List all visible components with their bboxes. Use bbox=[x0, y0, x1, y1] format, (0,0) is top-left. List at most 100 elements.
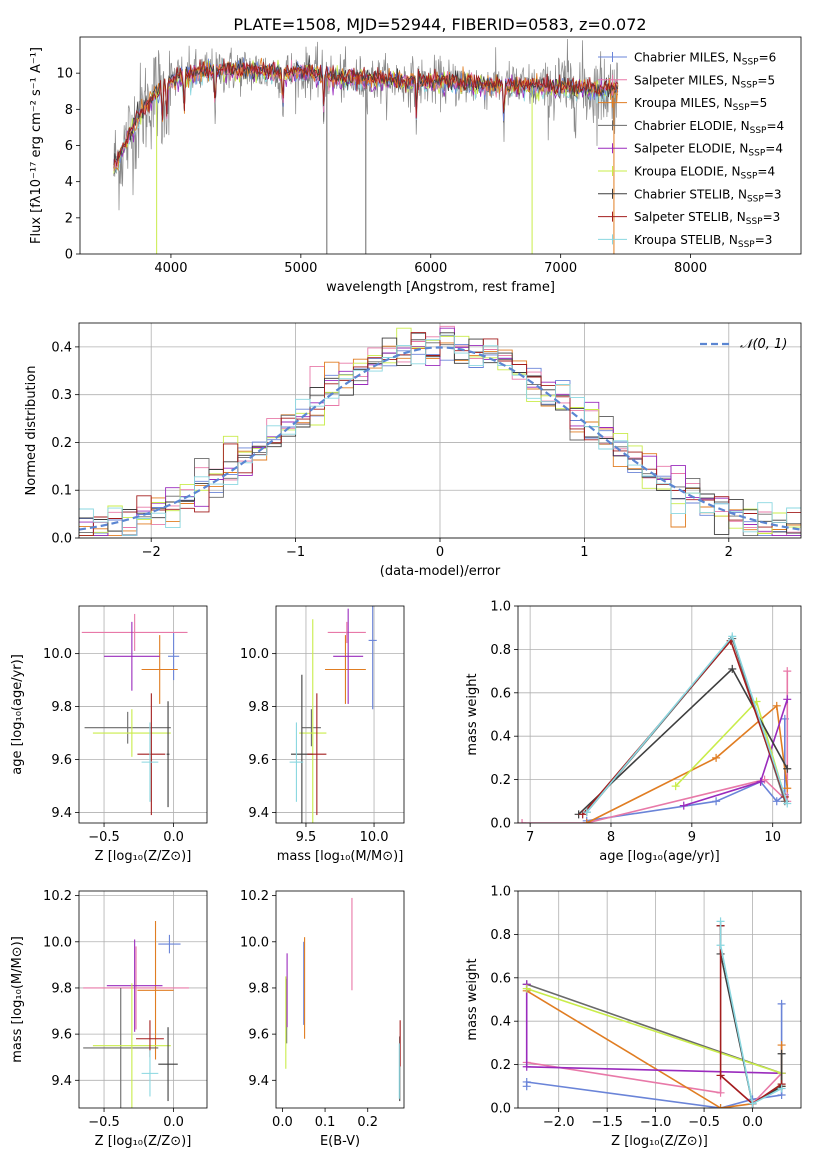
panel-weight_vs_Z: −2.0 −1.5 −1.0 −0.5 0.0 0.0 0.2 0.4 0.6 0.8 1.0 Z [… bbox=[465, 885, 802, 1149]
legend-label: Kroupa MILES, NSSP=5 bbox=[634, 96, 767, 113]
y-tick-label: 0.4 bbox=[490, 1015, 511, 1030]
histogram-salpeter-stelib bbox=[79, 332, 801, 537]
x-tick-label: 2 bbox=[725, 545, 733, 560]
y-tick-label: 2 bbox=[65, 211, 73, 226]
weight-marker bbox=[716, 941, 725, 950]
y-tick-label: 9.6 bbox=[248, 1028, 269, 1043]
x-axis-label: E(B-V) bbox=[320, 1134, 360, 1149]
y-tick-label: 4 bbox=[65, 175, 73, 190]
y-tick-label: 0.0 bbox=[51, 532, 72, 547]
weight-marker bbox=[783, 784, 792, 793]
y-tick-label: 10.0 bbox=[240, 935, 269, 950]
plot-area bbox=[289, 606, 377, 823]
x-tick-label: 4000 bbox=[154, 261, 187, 276]
x-tick-label: 5000 bbox=[284, 261, 317, 276]
axes-frame bbox=[517, 890, 802, 1109]
errorbar-salpeter-miles bbox=[327, 621, 366, 644]
x-tick-label: 9 bbox=[688, 830, 696, 845]
y-axis-label: mass weight bbox=[465, 958, 480, 1040]
model-line-chabrier-stelib bbox=[113, 55, 619, 166]
errorbar-kroupa-stelib bbox=[141, 722, 159, 802]
weight-marker bbox=[777, 1049, 786, 1058]
legend-label: Salpeter ELODIE, NSSP=4 bbox=[634, 142, 783, 159]
x-tick-label: 7 bbox=[526, 830, 534, 845]
x-tick-label: 9.5 bbox=[296, 830, 317, 845]
legend-text: Salpeter STELIB, N bbox=[634, 210, 746, 224]
errorbar-chabrier-miles bbox=[158, 934, 181, 954]
plot-area bbox=[285, 897, 401, 1102]
legend-subscript: SSP bbox=[738, 240, 755, 250]
panel-age_vs_Z: −0.5 0.0 9.4 9.6 9.8 10.0 Z [log₁₀(Z/Z⊙)] age [… bbox=[10, 605, 208, 864]
legend-text: Kroupa STELIB, N bbox=[634, 233, 738, 247]
axes-frame bbox=[78, 322, 802, 539]
errorbar-chabrier-elodie bbox=[301, 709, 321, 747]
y-tick-label: 0.0 bbox=[490, 1102, 511, 1117]
errorbar-kroupa-stelib bbox=[141, 1050, 159, 1097]
weight-marker bbox=[777, 1041, 786, 1050]
x-tick-label: 8000 bbox=[674, 261, 707, 276]
legend-text: =6 bbox=[759, 51, 777, 65]
y-tick-label: 9.6 bbox=[51, 753, 72, 768]
errorbar-chabrier-stelib bbox=[166, 701, 170, 808]
x-axis-label: age [log₁₀(age/yr)] bbox=[599, 849, 720, 864]
x-tick-label: −2.0 bbox=[543, 1115, 575, 1130]
y-tick-label: 0.6 bbox=[490, 971, 511, 986]
weight-marker bbox=[582, 819, 591, 823]
y-axis-label: Normed distribution bbox=[24, 366, 39, 496]
weight-marker bbox=[716, 1104, 725, 1108]
panel-residuals: −2 −1 0 1 2 0.0 0.1 0.2 0.3 0.4 (data-model)/error… bbox=[24, 322, 802, 579]
legend-subscript: SSP bbox=[748, 149, 765, 159]
errorbar-kroupa-miles bbox=[141, 635, 178, 704]
weight-marker bbox=[522, 1062, 531, 1071]
y-tick-label: 0.2 bbox=[490, 1058, 511, 1073]
weight-line-kroupa-miles bbox=[586, 704, 789, 823]
panel-mass_vs_ebv: 0.0 0.1 0.2 9.4 9.6 9.8 10.0 10.2 E(B-V) bbox=[240, 889, 405, 1149]
legend-text: =4 bbox=[757, 165, 775, 179]
x-axis-label: Z [log₁₀(Z/Z⊙)] bbox=[95, 1134, 192, 1149]
y-tick-label: 9.8 bbox=[51, 700, 72, 715]
legend-text: Salpeter MILES, N bbox=[634, 73, 741, 87]
errorbar-kroupa-stelib bbox=[289, 722, 304, 802]
weight-marker bbox=[522, 1077, 531, 1086]
y-tick-label: 10.0 bbox=[43, 935, 72, 950]
y-tick-label: 9.8 bbox=[248, 700, 269, 715]
errorbar-kroupa-elodie bbox=[92, 983, 171, 1108]
legend-text: =3 bbox=[764, 187, 782, 201]
legend-text: =4 bbox=[765, 142, 783, 156]
legend-subscript: SSP bbox=[742, 58, 759, 68]
weight-marker bbox=[671, 782, 680, 791]
y-tick-label: 6 bbox=[65, 139, 73, 154]
x-axis-label: Z [log₁₀(Z/Z⊙)] bbox=[95, 849, 192, 864]
y-axis-label: mass [log₁₀(M/M⊙)] bbox=[10, 936, 25, 1063]
plot-area bbox=[113, 38, 619, 254]
errorbar-chabrier-elodie bbox=[83, 987, 159, 1108]
panel-spectrum: 4000 5000 6000 7000 8000 0 2 4 6 8 10 wavelength [A… bbox=[29, 36, 802, 295]
y-tick-label: 9.4 bbox=[248, 1074, 269, 1089]
y-tick-label: 1.0 bbox=[490, 600, 511, 615]
weight-marker bbox=[679, 801, 688, 810]
weight-line-salpeter-stelib bbox=[582, 639, 786, 815]
weight-line-chabrier-stelib bbox=[578, 667, 789, 815]
plot-area bbox=[522, 917, 786, 1108]
x-tick-label: 6000 bbox=[414, 261, 447, 276]
y-tick-label: 0.4 bbox=[490, 730, 511, 745]
legend-subscript: SSP bbox=[741, 172, 758, 182]
x-tick-label: −1.0 bbox=[640, 1115, 672, 1130]
weight-marker bbox=[748, 1099, 757, 1108]
y-tick-label: 9.4 bbox=[248, 806, 269, 821]
errorbar-kroupa-miles bbox=[325, 635, 366, 704]
y-tick-label: 0.0 bbox=[490, 817, 511, 832]
y-tick-label: 10.2 bbox=[43, 889, 72, 904]
legend-subscript: SSP bbox=[741, 80, 758, 90]
weight-marker bbox=[777, 1084, 786, 1093]
y-tick-label: 10.0 bbox=[240, 647, 269, 662]
errorbar-salpeter-elodie bbox=[104, 621, 160, 691]
legend-subscript: SSP bbox=[747, 194, 764, 204]
weight-marker bbox=[582, 808, 591, 817]
x-tick-label: 0.0 bbox=[742, 1115, 763, 1130]
legend-label: Chabrier ELODIE, NSSP=4 bbox=[634, 119, 784, 136]
errorbar-salpeter-elodie bbox=[106, 939, 163, 1032]
legend-text: Kroupa ELODIE, N bbox=[634, 165, 741, 179]
axes-frame bbox=[79, 36, 802, 255]
